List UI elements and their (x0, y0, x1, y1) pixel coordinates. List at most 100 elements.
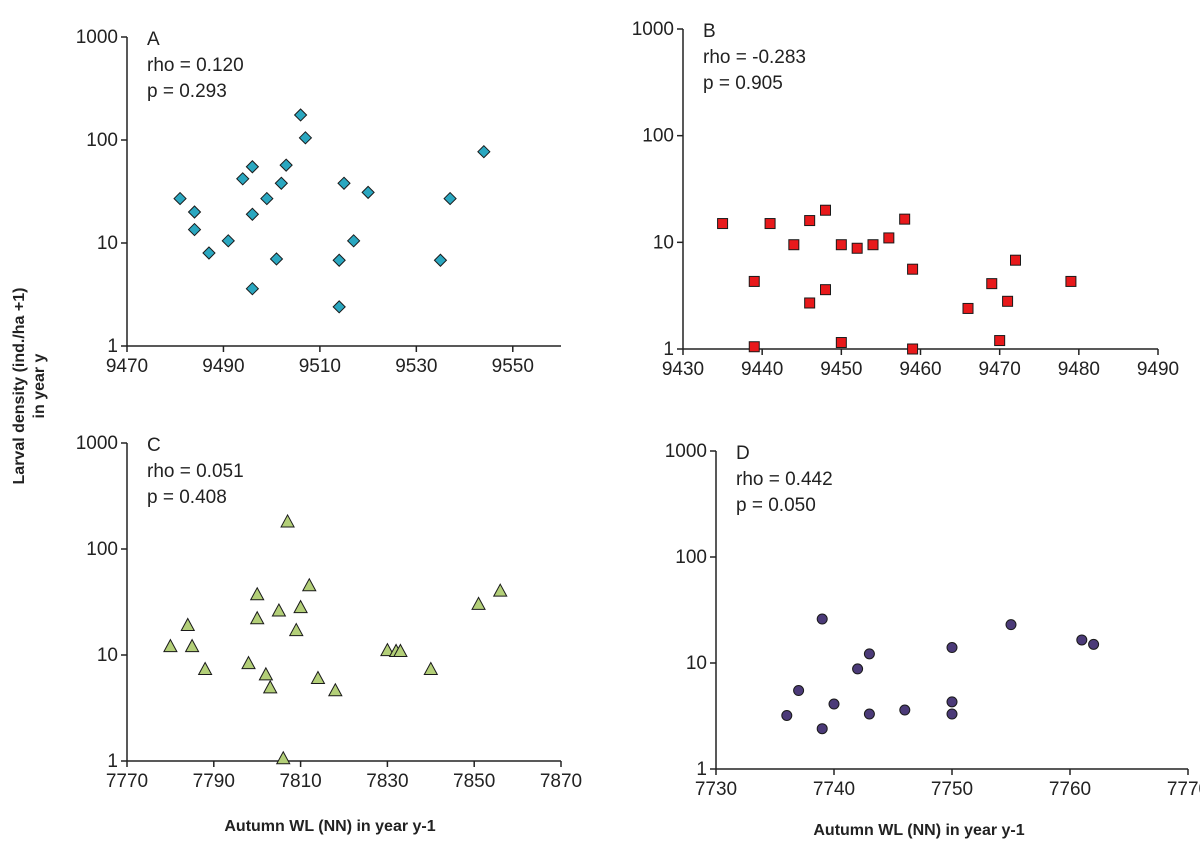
data-point-c (180, 617, 196, 631)
y-tick-label-c: 1000 (76, 433, 118, 454)
panel-letter-b: B (703, 21, 716, 42)
x-tick-label-d: 7760 (1049, 779, 1091, 800)
data-point-d (946, 696, 958, 708)
panel-letter-c: C (147, 435, 161, 456)
data-point-d (1076, 634, 1088, 646)
data-point-b (1002, 295, 1014, 307)
data-point-b (748, 275, 760, 287)
data-point-b (804, 215, 816, 227)
rho-label-c: rho = 0.051 (147, 461, 244, 482)
data-point-c (197, 661, 213, 675)
x-tick-label-d: 7740 (813, 779, 855, 800)
x-tick-label-a: 9470 (106, 356, 148, 377)
data-point-b (764, 218, 776, 230)
data-point-d (863, 648, 875, 660)
data-point-b (883, 232, 895, 244)
panel-letter-a: A (147, 29, 160, 50)
y-tick-label-c: 100 (86, 539, 118, 560)
data-point-d (1005, 619, 1017, 631)
data-point-a (245, 281, 260, 296)
data-point-d (946, 642, 958, 654)
y-tick-label-d: 1 (696, 759, 707, 780)
x-tick-label-b: 9430 (662, 359, 704, 380)
data-point-b (851, 242, 863, 254)
y-tick-label-b: 1000 (632, 19, 674, 40)
x-tick-label-b: 9490 (1137, 359, 1179, 380)
data-point-b (1010, 254, 1021, 266)
x-tick-label-b: 9480 (1058, 359, 1100, 380)
y-tick-label-a: 100 (86, 130, 118, 151)
y-tick-label-d: 100 (675, 547, 707, 568)
data-point-c (288, 622, 304, 637)
data-point-a (332, 300, 346, 314)
data-point-a (332, 253, 346, 267)
y-tick-label-a: 1000 (76, 27, 118, 48)
rho-label-d: rho = 0.442 (736, 469, 833, 490)
data-point-b (962, 302, 974, 314)
y-tick-label-b: 10 (653, 232, 674, 253)
data-point-d (946, 708, 958, 720)
data-point-c (241, 655, 256, 670)
data-point-c (271, 602, 287, 617)
data-point-c (393, 643, 408, 657)
y-tick-label-b: 1 (663, 339, 674, 360)
x-tick-label-a: 9510 (299, 356, 341, 377)
data-point-c (301, 577, 317, 592)
x-tick-label-a: 9550 (492, 356, 534, 377)
data-point-b (820, 204, 831, 216)
data-point-b (986, 278, 998, 290)
data-point-a (274, 176, 289, 190)
data-point-c (184, 638, 200, 653)
x-tick-label-c: 7810 (279, 771, 321, 792)
p-value-label-d: p = 0.050 (736, 495, 816, 516)
data-point-b (788, 239, 800, 251)
x-tick-label-b: 9450 (820, 359, 862, 380)
data-point-b (899, 213, 911, 225)
rho-label-a: rho = 0.120 (147, 55, 244, 76)
data-point-c (249, 610, 265, 625)
x-axis-title-d: Autumn WL (NN) in year y-1 (813, 822, 1024, 839)
data-point-a (337, 176, 351, 190)
data-point-d (816, 613, 828, 625)
y-tick-label-b: 100 (642, 126, 674, 147)
x-tick-label-c: 7770 (106, 771, 148, 792)
data-point-b (804, 297, 816, 309)
data-point-a (298, 131, 313, 145)
panel-letter-d: D (736, 443, 750, 464)
x-tick-label-a: 9530 (395, 356, 437, 377)
data-point-b (835, 239, 847, 251)
data-point-a (260, 191, 274, 206)
data-point-a (173, 191, 187, 206)
data-point-a (346, 234, 361, 248)
data-point-d (852, 663, 864, 675)
data-point-c (380, 642, 395, 657)
data-point-d (1088, 638, 1100, 650)
p-value-label-a: p = 0.293 (147, 81, 227, 102)
x-tick-label-d: 7750 (931, 779, 973, 800)
data-point-c (258, 666, 274, 681)
data-point-c (163, 638, 178, 653)
p-value-label-b: p = 0.905 (703, 73, 783, 94)
data-point-a (221, 234, 235, 248)
p-value-label-c: p = 0.408 (147, 487, 227, 508)
rho-label-b: rho = -0.283 (703, 47, 806, 68)
data-point-b (907, 343, 919, 355)
data-point-b (867, 239, 879, 251)
data-point-a (279, 158, 293, 172)
x-tick-label-c: 7850 (453, 771, 495, 792)
data-point-d (863, 708, 875, 720)
x-tick-label-b: 9470 (979, 359, 1021, 380)
x-tick-label-b: 9460 (899, 359, 941, 380)
data-point-b (835, 337, 847, 349)
y-tick-label-d: 10 (686, 653, 707, 674)
data-point-a (187, 222, 202, 237)
data-point-c (275, 750, 291, 765)
data-point-d (816, 723, 828, 735)
data-point-a (293, 108, 308, 122)
data-point-a (269, 252, 284, 266)
data-point-a (202, 246, 216, 260)
data-point-a (361, 185, 375, 200)
